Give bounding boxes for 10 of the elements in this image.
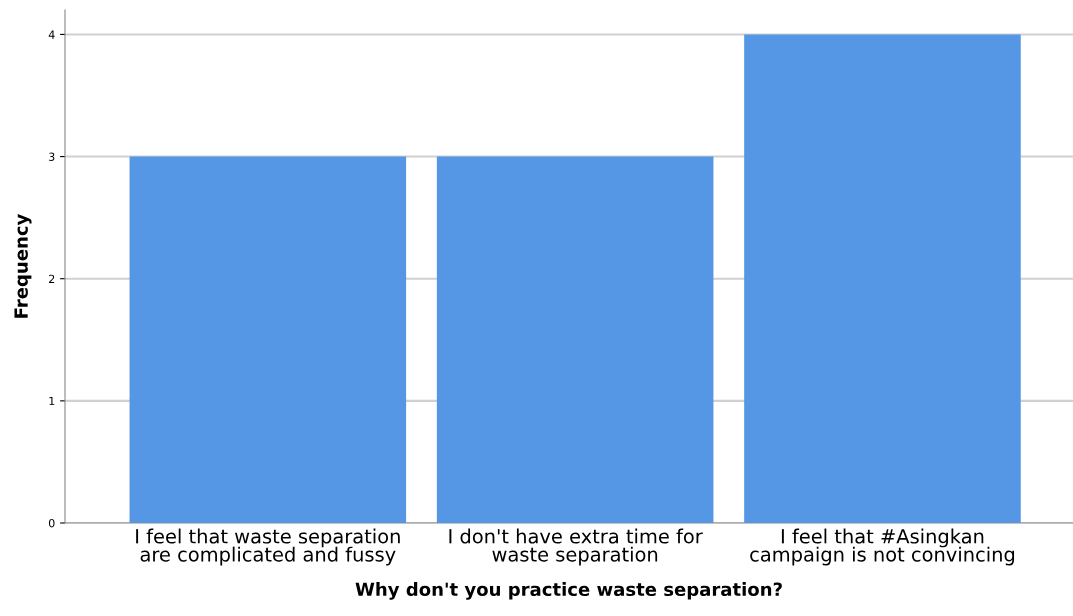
y-tick-label: 0 [48, 518, 55, 528]
x-tick-label: I feel that waste separation are complicated and fussy [136, 528, 400, 566]
y-tick-label: 2 [49, 274, 55, 283]
x-axis-title: Why don't you practice waste separation? [355, 582, 782, 600]
y-axis-title: Frequency [14, 213, 32, 318]
y-tick-label: 4 [48, 30, 55, 39]
x-tick-label: I don't have extra time for waste separation [449, 528, 703, 566]
y-tick-label: 3 [49, 152, 55, 161]
y-tick-label: 1 [49, 396, 55, 406]
x-tick-label: I feel that #Asingkan campaign is not convincing [750, 528, 1015, 566]
